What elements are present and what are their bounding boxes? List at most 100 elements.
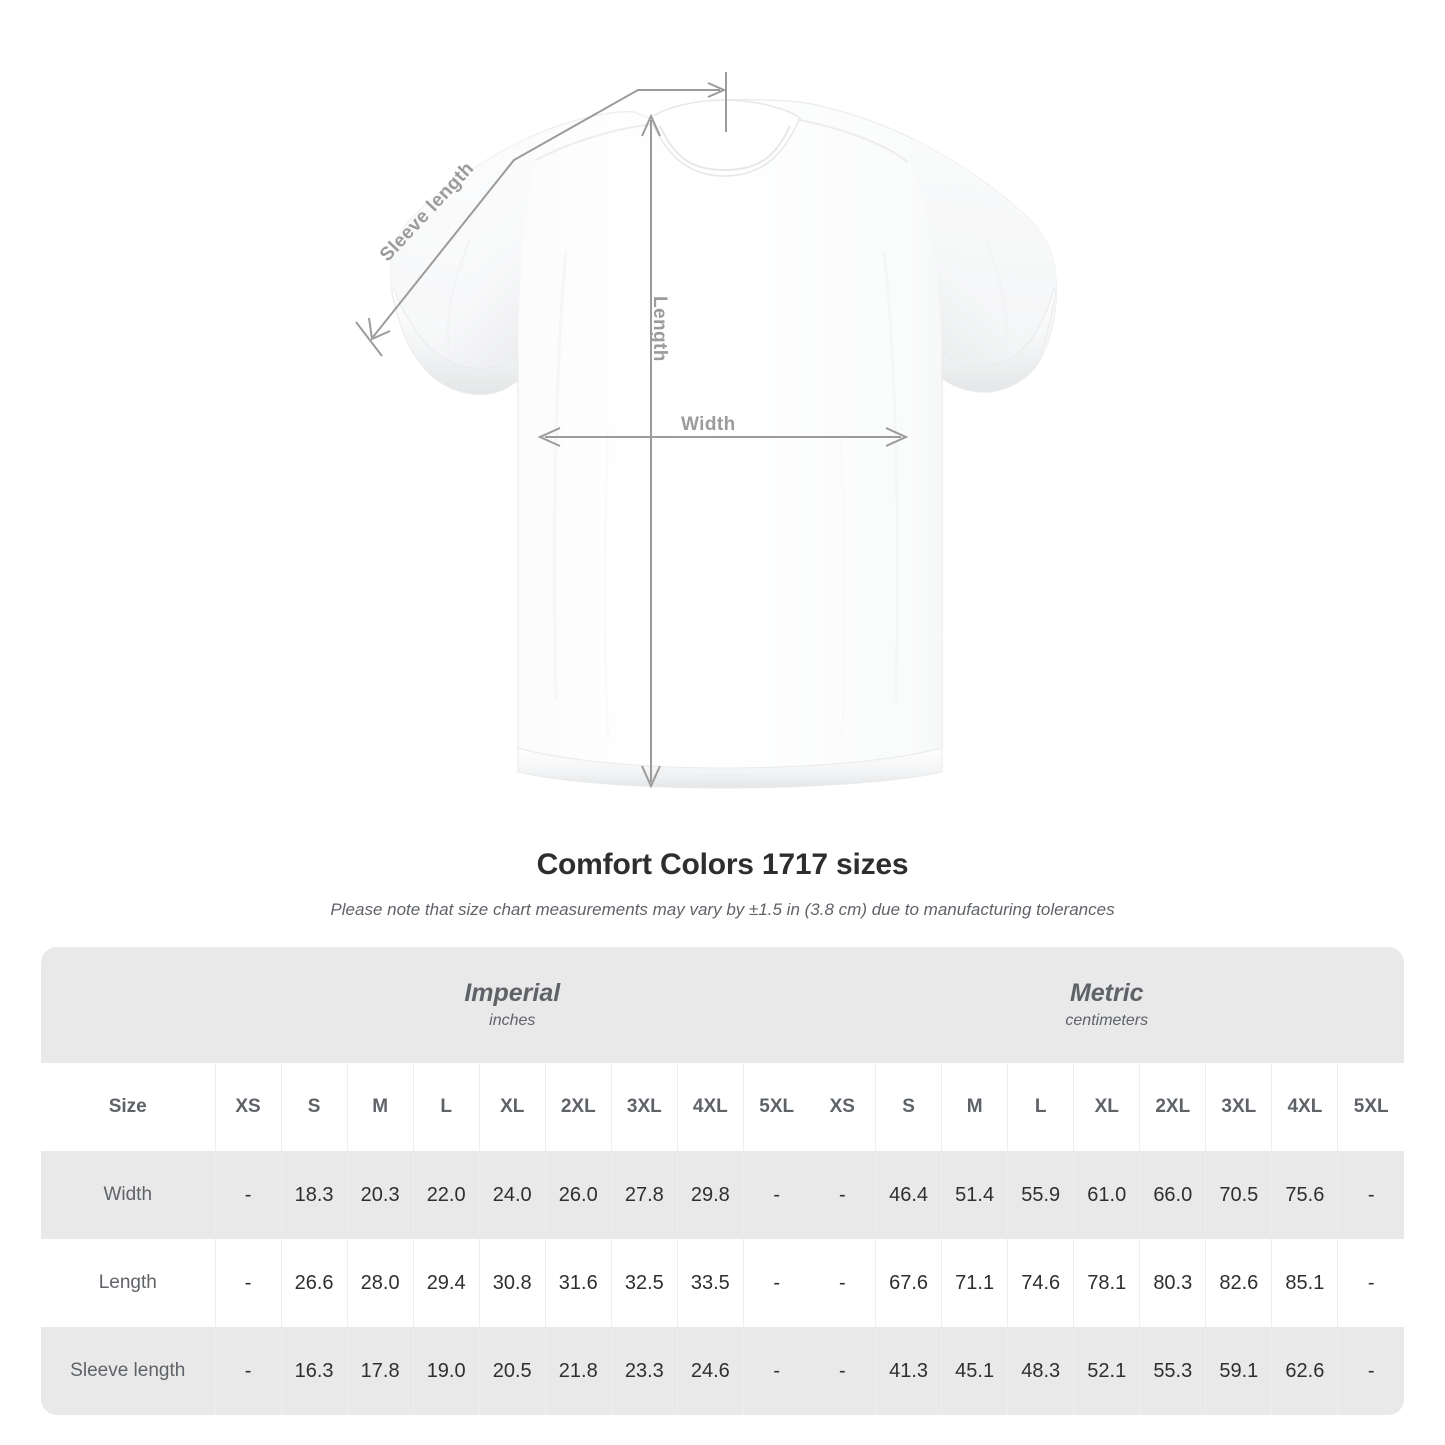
cell-width-imperial-3xl: 27.8 bbox=[610, 1151, 678, 1239]
cell-sleeve-length-imperial-xl: 20.5 bbox=[478, 1327, 546, 1415]
cell-length-imperial-xl: 30.8 bbox=[478, 1239, 546, 1327]
cell-length-imperial-2xl: 31.6 bbox=[544, 1239, 612, 1327]
width-label: Width bbox=[681, 414, 736, 435]
cell-width-imperial-xl: 24.0 bbox=[478, 1151, 546, 1239]
column-header-metric-5xl: 5XL bbox=[1337, 1063, 1404, 1151]
column-header-metric-3xl: 3XL bbox=[1205, 1063, 1272, 1151]
cell-width-metric-s: 46.4 bbox=[875, 1151, 942, 1239]
cell-sleeve-length-imperial-2xl: 21.8 bbox=[544, 1327, 612, 1415]
cell-sleeve-length-imperial-3xl: 23.3 bbox=[610, 1327, 678, 1415]
length-label: Length bbox=[649, 296, 670, 362]
cell-width-metric-3xl: 70.5 bbox=[1205, 1151, 1272, 1239]
column-header-metric-m: M bbox=[941, 1063, 1008, 1151]
column-header-imperial-l: L bbox=[412, 1063, 480, 1151]
cell-width-imperial-5xl: - bbox=[742, 1151, 810, 1239]
cell-width-imperial-2xl: 26.0 bbox=[544, 1151, 612, 1239]
cell-sleeve-length-metric-m: 45.1 bbox=[941, 1327, 1008, 1415]
cell-length-imperial-xs: - bbox=[214, 1239, 282, 1327]
cell-sleeve-length-imperial-m: 17.8 bbox=[346, 1327, 414, 1415]
unit-banner-row: Imperial inches Metric centimeters bbox=[41, 947, 1404, 1063]
column-header-imperial-2xl: 2XL bbox=[544, 1063, 612, 1151]
cell-sleeve-length-imperial-5xl: - bbox=[742, 1327, 810, 1415]
unit-banner-imperial: Imperial inches bbox=[215, 947, 810, 1063]
cell-sleeve-length-imperial-xs: - bbox=[214, 1327, 282, 1415]
cell-length-imperial-5xl: - bbox=[742, 1239, 810, 1327]
row-label-length: Length bbox=[41, 1239, 215, 1327]
page-subtitle: Please note that size chart measurements… bbox=[330, 900, 1115, 919]
cell-length-imperial-4xl: 33.5 bbox=[676, 1239, 744, 1327]
column-header-imperial-5xl: 5XL bbox=[742, 1063, 810, 1151]
size-header-row: Size XS S M L XL 2XL 3XL 4XL 5XL XS S M L XL 2XL 3XL 4XL 5… bbox=[41, 1063, 1404, 1151]
cell-sleeve-length-imperial-s: 16.3 bbox=[280, 1327, 348, 1415]
column-header-imperial-s: S bbox=[280, 1063, 348, 1151]
table-row: Width -18.3 20.3 22.0 24.0 26.0 27.8 29.8- -46.4… bbox=[41, 1151, 1404, 1239]
cell-sleeve-length-metric-4xl: 62.6 bbox=[1271, 1327, 1338, 1415]
cell-sleeve-length-metric-s: 41.3 bbox=[875, 1327, 942, 1415]
cell-sleeve-length-imperial-l: 19.0 bbox=[412, 1327, 480, 1415]
unit-sub-metric: centimeters bbox=[1065, 1012, 1149, 1029]
cell-length-metric-m: 71.1 bbox=[941, 1239, 1008, 1327]
tshirt-illustration bbox=[355, 72, 1058, 789]
cell-length-metric-l: 74.6 bbox=[1007, 1239, 1074, 1327]
tshirt-diagram: Sleeve length Length Width bbox=[355, 72, 1058, 789]
page-title: Comfort Colors 1717 sizes bbox=[536, 848, 909, 881]
unit-name-imperial: Imperial bbox=[464, 979, 561, 1007]
cell-width-imperial-xs: - bbox=[214, 1151, 282, 1239]
column-header-imperial-m: M bbox=[346, 1063, 414, 1151]
column-header-imperial-3xl: 3XL bbox=[610, 1063, 678, 1151]
sleeve-end-tick bbox=[355, 321, 383, 357]
table-row: Length -26.6 28.0 29.4 30.8 31.6 32.5 33.5- -67.… bbox=[41, 1239, 1404, 1327]
cell-width-metric-m: 51.4 bbox=[941, 1151, 1008, 1239]
cell-sleeve-length-metric-2xl: 55.3 bbox=[1139, 1327, 1206, 1415]
cell-sleeve-length-metric-xl: 52.1 bbox=[1073, 1327, 1140, 1415]
column-header-metric-l: L bbox=[1007, 1063, 1074, 1151]
cell-sleeve-length-metric-5xl: - bbox=[1337, 1327, 1404, 1415]
row-label-width: Width bbox=[41, 1151, 215, 1239]
column-header-imperial-xs: XS bbox=[214, 1063, 282, 1151]
cell-sleeve-length-metric-l: 48.3 bbox=[1007, 1327, 1074, 1415]
cell-sleeve-length-metric-3xl: 59.1 bbox=[1205, 1327, 1272, 1415]
cell-length-imperial-m: 28.0 bbox=[346, 1239, 414, 1327]
cell-width-imperial-s: 18.3 bbox=[280, 1151, 348, 1239]
cell-width-imperial-l: 22.0 bbox=[412, 1151, 480, 1239]
cell-sleeve-length-metric-xs: - bbox=[809, 1327, 876, 1415]
unit-sub-imperial: inches bbox=[489, 1012, 536, 1029]
table-row: Sleeve length -16.3 17.8 19.0 20.5 21.8 23.3 24… bbox=[41, 1327, 1404, 1415]
column-header-metric-xl: XL bbox=[1073, 1063, 1140, 1151]
cell-width-metric-5xl: - bbox=[1337, 1151, 1404, 1239]
size-chart-table: Imperial inches Metric centimeters Size X… bbox=[41, 947, 1404, 1415]
cell-width-imperial-m: 20.3 bbox=[346, 1151, 414, 1239]
cell-width-metric-xs: - bbox=[809, 1151, 876, 1239]
cell-width-metric-4xl: 75.6 bbox=[1271, 1151, 1338, 1239]
size-chart-table-wrapper: Imperial inches Metric centimeters Size X… bbox=[41, 947, 1404, 1415]
heading-block: Comfort Colors 1717 sizes Please note th… bbox=[0, 845, 1445, 921]
cell-width-imperial-4xl: 29.8 bbox=[676, 1151, 744, 1239]
cell-length-metric-xs: - bbox=[809, 1239, 876, 1327]
cell-width-metric-2xl: 66.0 bbox=[1139, 1151, 1206, 1239]
unit-banner-metric: Metric centimeters bbox=[809, 947, 1404, 1063]
cell-sleeve-length-imperial-4xl: 24.6 bbox=[676, 1327, 744, 1415]
column-header-metric-2xl: 2XL bbox=[1139, 1063, 1206, 1151]
shirt-body-shape bbox=[389, 98, 1058, 789]
unit-banner-spacer-left bbox=[41, 947, 215, 1063]
column-header-metric-4xl: 4XL bbox=[1271, 1063, 1338, 1151]
measurement-annotations bbox=[355, 72, 909, 789]
column-header-imperial-xl: XL bbox=[478, 1063, 546, 1151]
cell-length-metric-2xl: 80.3 bbox=[1139, 1239, 1206, 1327]
cell-length-metric-5xl: - bbox=[1337, 1239, 1404, 1327]
column-header-metric-s: S bbox=[875, 1063, 942, 1151]
cell-length-metric-3xl: 82.6 bbox=[1205, 1239, 1272, 1327]
cell-length-imperial-s: 26.6 bbox=[280, 1239, 348, 1327]
cell-length-metric-4xl: 85.1 bbox=[1271, 1239, 1338, 1327]
column-header-size: Size bbox=[41, 1063, 215, 1151]
sleeve-length-leader bbox=[372, 89, 720, 338]
cell-width-metric-l: 55.9 bbox=[1007, 1151, 1074, 1239]
cell-length-imperial-3xl: 32.5 bbox=[610, 1239, 678, 1327]
column-header-imperial-4xl: 4XL bbox=[676, 1063, 744, 1151]
cell-length-metric-xl: 78.1 bbox=[1073, 1239, 1140, 1327]
cell-length-imperial-l: 29.4 bbox=[412, 1239, 480, 1327]
column-header-metric-xs: XS bbox=[809, 1063, 876, 1151]
unit-name-metric: Metric bbox=[1069, 979, 1144, 1007]
cell-width-metric-xl: 61.0 bbox=[1073, 1151, 1140, 1239]
cell-length-metric-s: 67.6 bbox=[875, 1239, 942, 1327]
